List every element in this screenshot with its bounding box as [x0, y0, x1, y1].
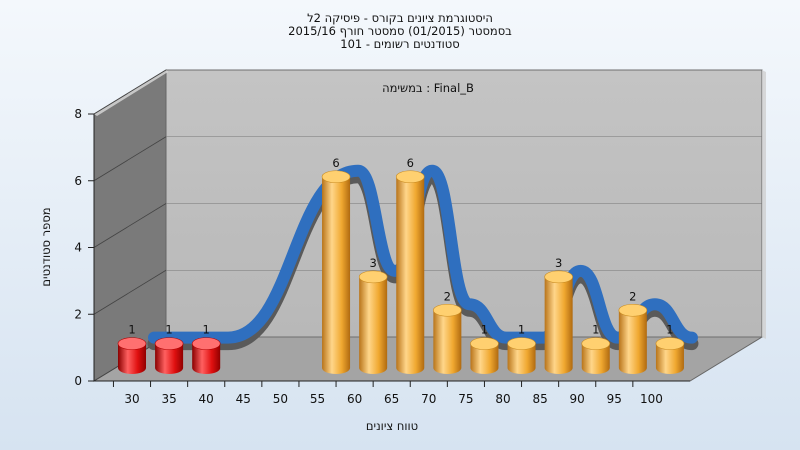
- data-label: 6: [332, 156, 339, 170]
- bar-body: [507, 343, 536, 374]
- bar: [470, 337, 499, 374]
- data-label: 1: [481, 323, 488, 337]
- bar: [544, 270, 573, 374]
- grid-line-side: [93, 269, 167, 315]
- bar: [154, 337, 184, 374]
- grid-line-side: [93, 69, 167, 115]
- bar-body: [544, 276, 573, 374]
- x-tick-label: 70: [421, 392, 436, 406]
- x-axis-title: טווח ציונים: [366, 419, 418, 433]
- y-tick-label: 0: [74, 374, 82, 388]
- bar-top: [117, 337, 147, 350]
- bar-top: [655, 337, 685, 350]
- bar-body: [433, 310, 462, 374]
- bar: [507, 337, 536, 374]
- grid-line-side: [93, 136, 167, 182]
- bar: [321, 170, 351, 374]
- y-tick-label: 4: [74, 241, 82, 255]
- x-tick-label: 60: [347, 392, 362, 406]
- data-label: 1: [128, 323, 135, 337]
- data-label: 3: [555, 256, 562, 270]
- y-tick-label: 2: [74, 307, 82, 321]
- data-label: 1: [666, 323, 673, 337]
- x-tick-label: 75: [458, 392, 473, 406]
- curve-line: [148, 164, 698, 344]
- bar-top: [154, 337, 184, 350]
- x-tick-label: 80: [495, 392, 510, 406]
- right-edge: [762, 70, 766, 339]
- bar-top: [470, 337, 499, 350]
- data-labels: 1 1 1 6 3 6 2 1 1 3 1 2 1: [128, 156, 673, 337]
- data-label: 1: [165, 323, 172, 337]
- chart-title-line-1: היסטוגרמת ציונים בקורס - פיסיקה 2ל: [307, 11, 493, 25]
- bar-body: [118, 343, 146, 374]
- bar-top: [321, 170, 351, 184]
- data-label: 6: [407, 156, 414, 170]
- bar-top: [581, 337, 611, 350]
- bar-body: [155, 343, 184, 374]
- bar: [117, 337, 147, 374]
- bar: [618, 303, 648, 374]
- x-tick-label: 55: [310, 392, 325, 406]
- bar-top: [395, 170, 425, 184]
- bar: [395, 170, 425, 374]
- x-tick-label: 95: [607, 392, 622, 406]
- grid-lines: [93, 69, 762, 382]
- task-annotation: במשימה : Final_B: [382, 81, 474, 95]
- bar: [655, 337, 685, 374]
- bar-body: [470, 343, 499, 374]
- bar-top: [544, 270, 573, 284]
- data-label: 3: [369, 256, 376, 270]
- x-tick-label: 45: [236, 392, 251, 406]
- data-label: 2: [444, 289, 451, 303]
- chart-title-line-2: בסמסטר (01/2015) סמסטר חורף 2015/16: [288, 24, 512, 38]
- bar: [191, 337, 221, 374]
- data-label: 1: [203, 323, 210, 337]
- bar: [581, 337, 611, 374]
- y-tick-label: 6: [74, 174, 82, 188]
- data-label: 1: [592, 323, 599, 337]
- y-axis-title: מספר סטודנטים: [39, 207, 53, 286]
- bar-body: [322, 176, 351, 374]
- distribution-curve: [147, 164, 699, 351]
- bar-body: [359, 276, 388, 374]
- bar-top: [358, 270, 388, 284]
- bar-body: [655, 343, 684, 374]
- bars: [117, 170, 685, 374]
- bar-body: [396, 176, 425, 374]
- x-tick-label: 35: [161, 392, 176, 406]
- x-tick-label: 65: [384, 392, 399, 406]
- bar-top: [618, 303, 648, 317]
- bar-top: [433, 303, 462, 317]
- grid-line-side: [93, 203, 167, 248]
- bar-body: [618, 310, 647, 374]
- bar: [358, 270, 388, 374]
- top-edge: [94, 70, 168, 116]
- bar-top: [191, 337, 221, 350]
- data-label: 2: [629, 289, 636, 303]
- bar: [433, 303, 462, 374]
- bar-top: [507, 337, 536, 350]
- y-tick-label: 8: [74, 107, 82, 121]
- bar-body: [192, 343, 221, 374]
- x-tick-label: 50: [273, 392, 288, 406]
- data-label: 1: [518, 323, 525, 337]
- x-tick-label: 100: [640, 392, 663, 406]
- x-tick-label: 40: [199, 392, 214, 406]
- x-tick-label: 85: [532, 392, 547, 406]
- chart-title-line-3: סטודנטים רשומים - 101: [340, 37, 459, 51]
- x-tick-label: 90: [570, 392, 585, 406]
- x-ticks: 30 35 40 45 50 55 60 65 70 75 80 85 90 95 100: [112, 381, 663, 406]
- bar-body: [581, 343, 610, 374]
- x-tick-label: 30: [124, 392, 139, 406]
- y-ticks: 0 2 4 6 8: [74, 107, 94, 388]
